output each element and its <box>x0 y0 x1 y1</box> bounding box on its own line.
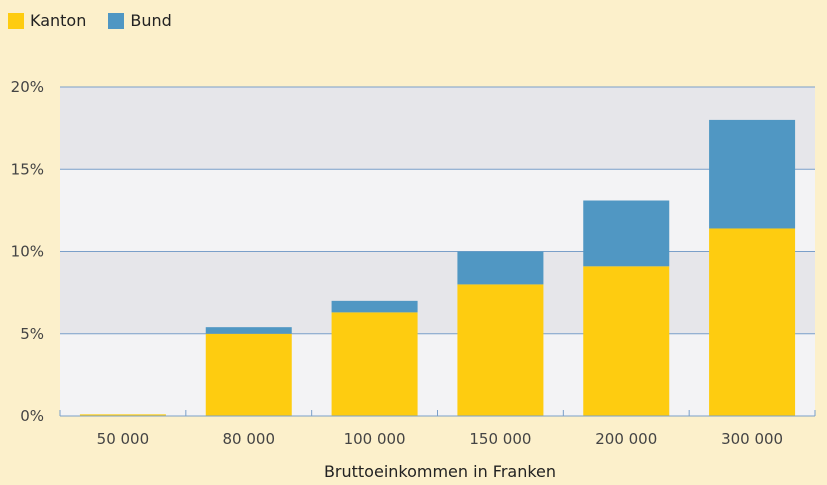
bar-bund-5 <box>709 119 796 229</box>
grid-band <box>60 87 815 170</box>
x-axis-ticks: 50 000 80 000 100 000 150 000 200 000 300 000 <box>97 430 783 448</box>
bar-kanton-5 <box>709 228 796 416</box>
legend-item-kanton: Kanton <box>8 11 86 30</box>
bar-bund-3 <box>457 251 544 285</box>
grid-bands <box>60 87 815 416</box>
x-tick-label: 300 000 <box>721 430 783 448</box>
grid-band <box>60 333 815 416</box>
x-tick-label: 150 000 <box>469 430 531 448</box>
x-axis <box>59 410 816 417</box>
bars <box>79 119 796 416</box>
y-axis-ticks: 0% 5% 10% 15% 20% <box>11 78 44 425</box>
bar-kanton-1 <box>205 333 292 416</box>
legend-label-bund: Bund <box>130 11 172 30</box>
bar-kanton-4 <box>583 266 670 416</box>
y-tick-label: 10% <box>11 243 44 261</box>
bar-kanton-0 <box>79 414 166 416</box>
legend-item-bund: Bund <box>108 11 172 30</box>
y-tick-label: 0% <box>20 407 44 425</box>
y-tick-label: 20% <box>11 78 44 96</box>
grid-band <box>60 251 815 334</box>
x-tick-label: 80 000 <box>223 430 276 448</box>
grid-band <box>60 169 815 252</box>
x-axis-label: Bruttoeinkommen in Franken <box>324 462 556 481</box>
legend-swatch-bund <box>108 12 125 29</box>
y-tick-label: 15% <box>11 160 44 178</box>
x-tick-label: 50 000 <box>97 430 150 448</box>
x-tick-label: 100 000 <box>344 430 406 448</box>
legend: Kanton Bund <box>8 11 194 30</box>
legend-label-kanton: Kanton <box>30 11 87 30</box>
bar-bund-1 <box>205 327 292 334</box>
bar-kanton-3 <box>457 284 544 416</box>
bar-bund-2 <box>331 300 418 313</box>
y-tick-label: 5% <box>20 325 44 343</box>
grid-lines <box>60 86 815 335</box>
bar-bund-4 <box>583 200 670 267</box>
legend-swatch-kanton <box>8 12 24 29</box>
x-tick-label: 200 000 <box>595 430 657 448</box>
bar-kanton-2 <box>331 312 418 416</box>
